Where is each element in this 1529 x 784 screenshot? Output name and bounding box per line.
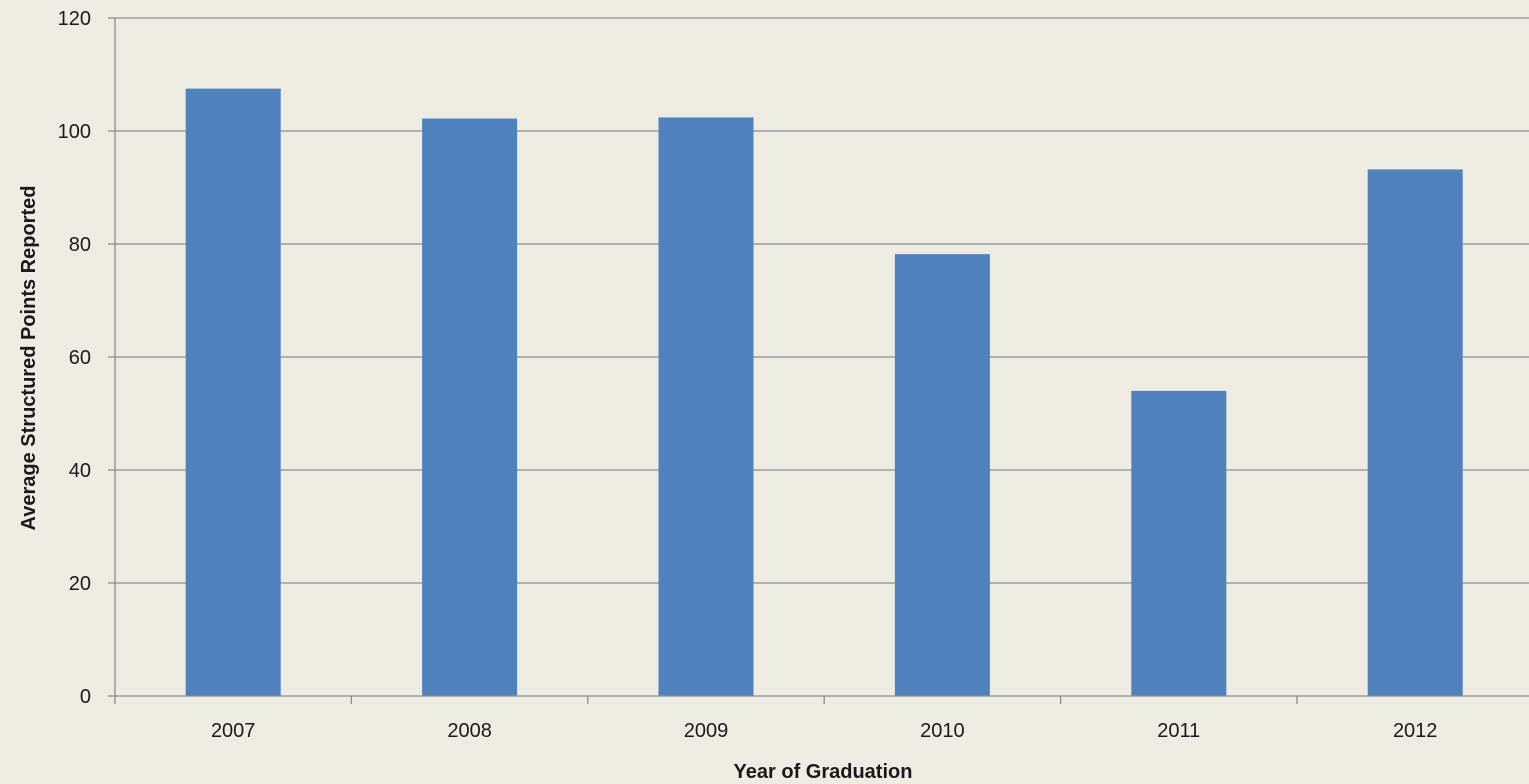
bar-2011 [1131,390,1227,696]
y-tick-label-40: 40 [69,460,91,482]
y-tick-label-0: 0 [80,686,91,708]
bar-2008 [422,118,518,696]
x-axis-title: Year of Graduation [734,761,913,783]
bar-2012 [1367,169,1463,697]
x-tick-label-2011: 2011 [1157,720,1200,742]
x-tick-label-2009: 2009 [684,720,729,742]
axes [108,17,1529,704]
y-tick-label-100: 100 [58,121,91,143]
x-tick-label-2008: 2008 [447,720,492,742]
x-tick-label-2012: 2012 [1393,720,1438,742]
bar-2010 [894,254,990,697]
y-tick-label-60: 60 [69,347,91,369]
bar-2009 [658,117,754,696]
y-tick-label-20: 20 [69,573,91,595]
gridlines [115,17,1529,584]
x-tick-label-2007: 2007 [211,720,256,742]
y-axis-title: Average Structured Points Reported [18,186,40,531]
y-tick-label-120: 120 [58,8,91,30]
y-tick-label-80: 80 [69,234,91,256]
bar-2007 [185,88,281,696]
x-tick-label-2010: 2010 [920,720,965,742]
tick-labels: 0 20 40 60 80 100 120 2007 2008 2009 2010 2011 2012 [58,8,1438,742]
bars [185,88,1463,697]
